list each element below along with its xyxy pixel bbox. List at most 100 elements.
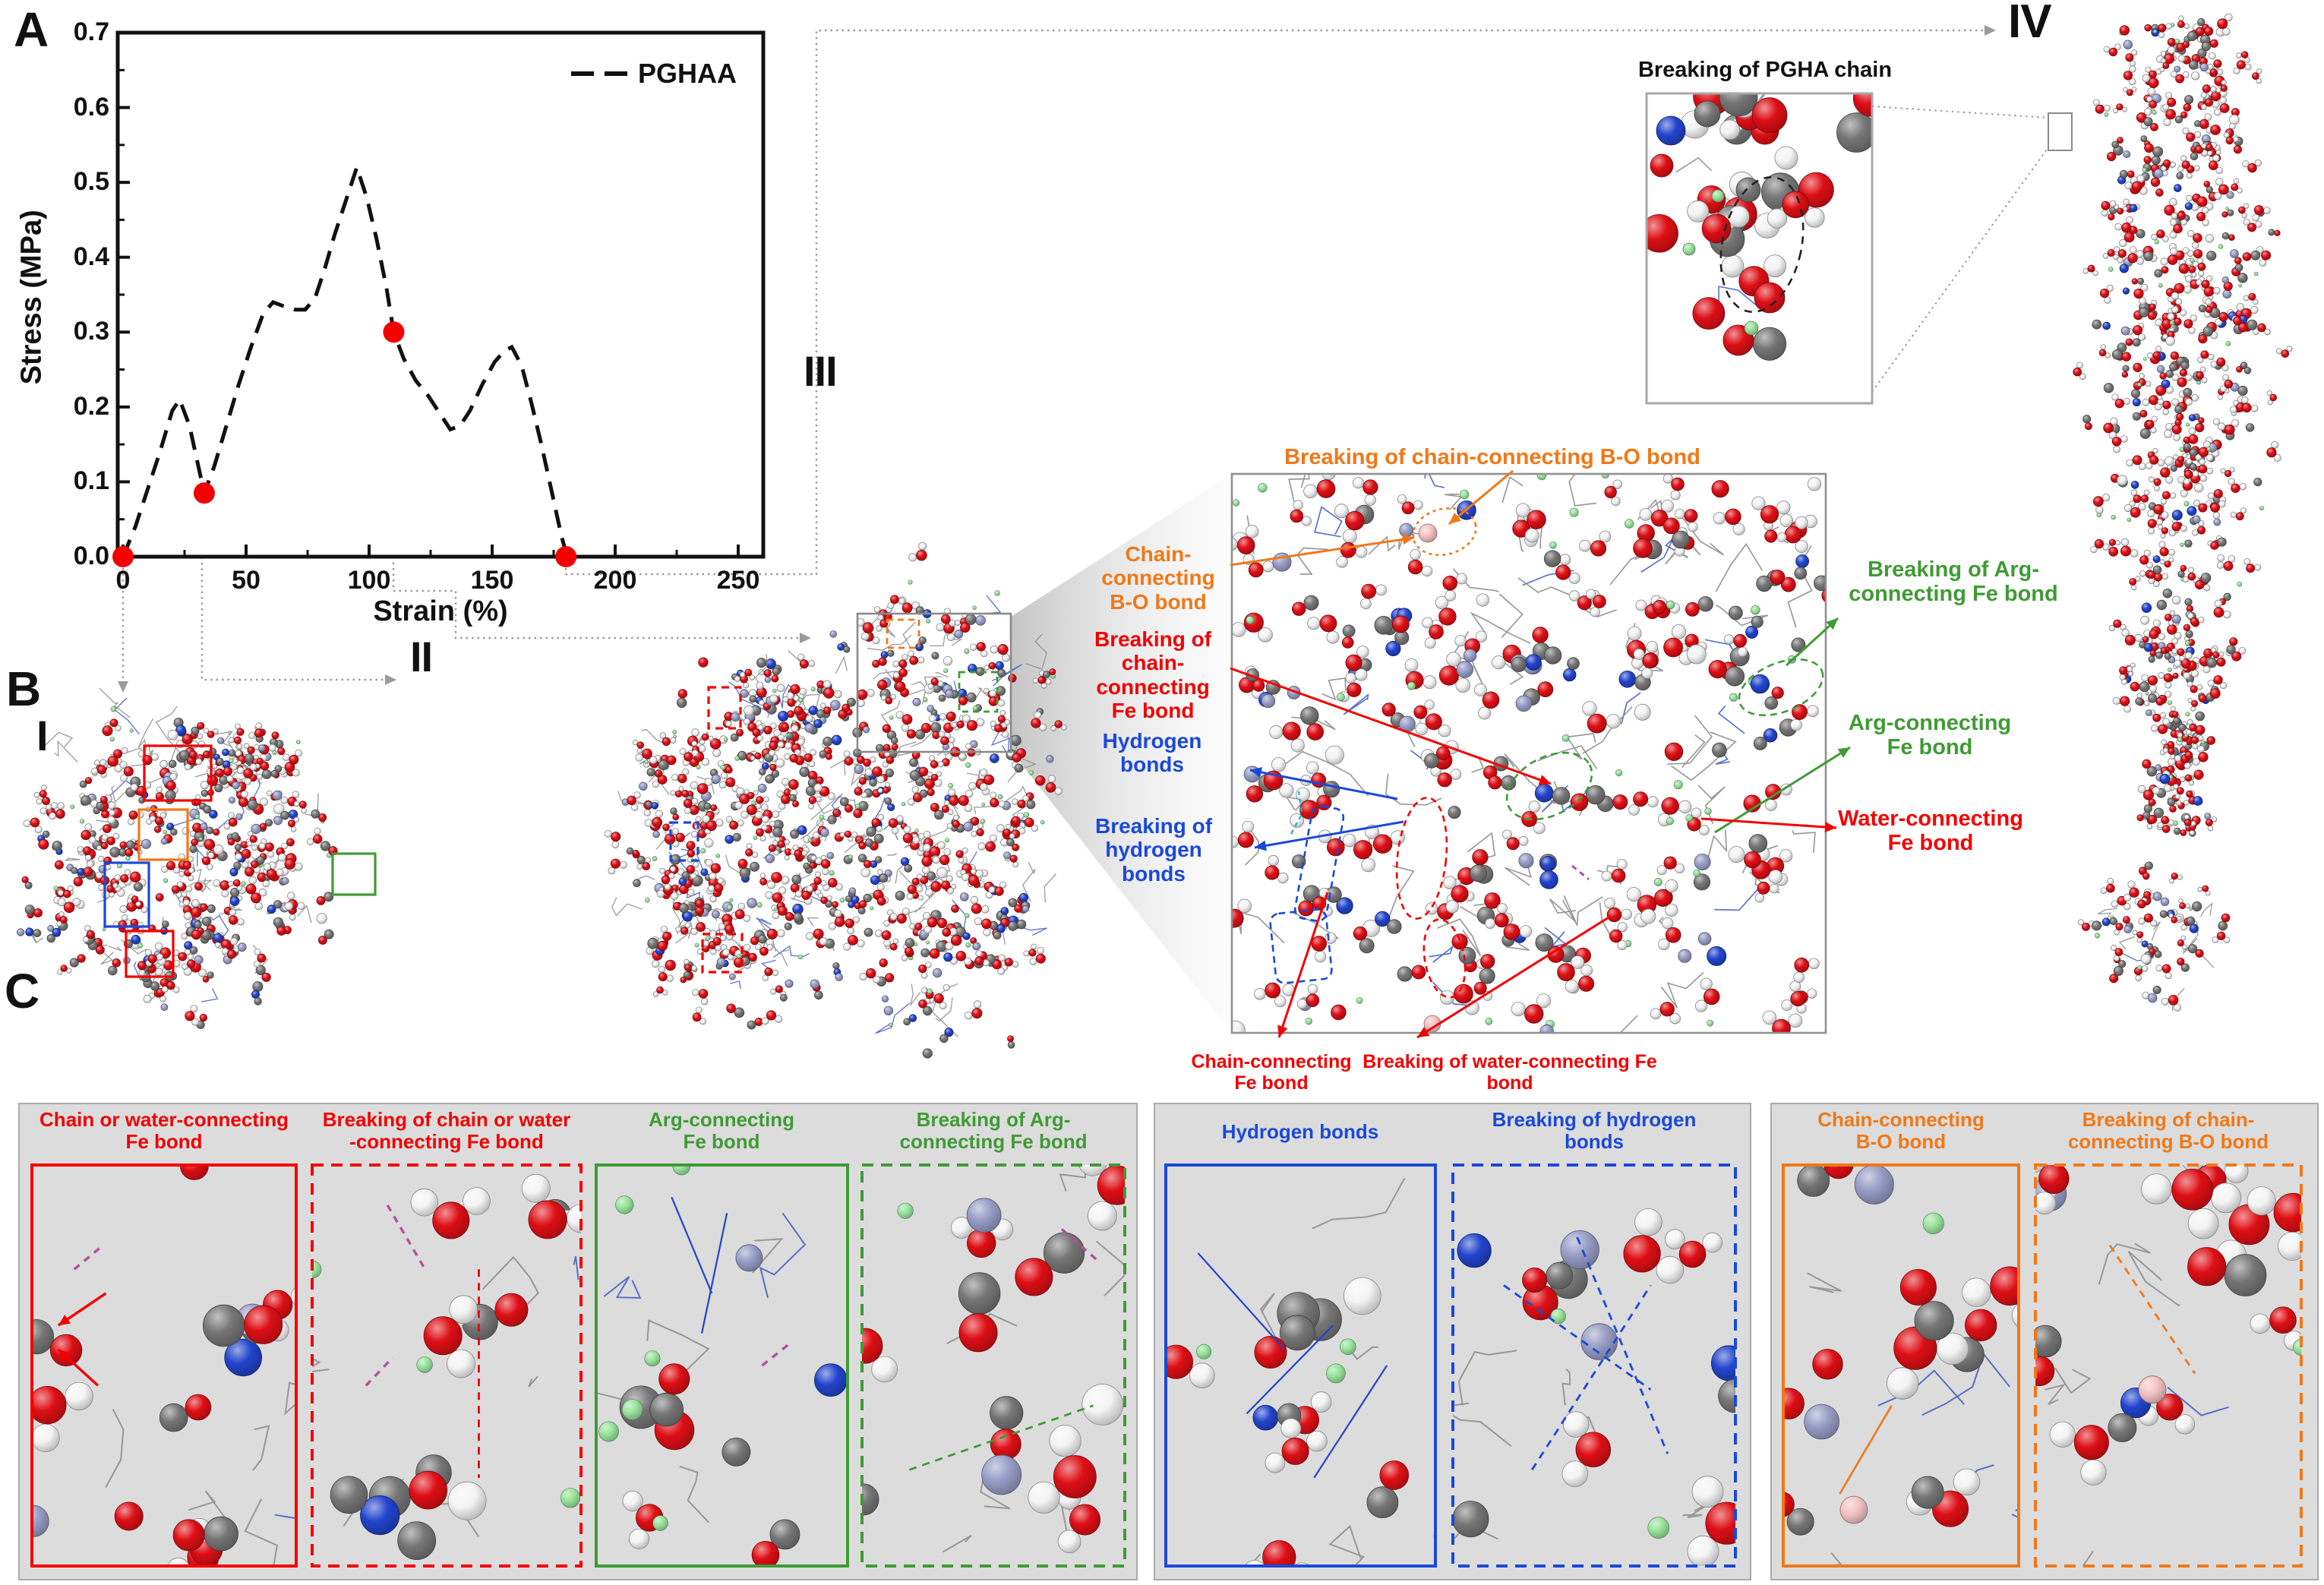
chart-legend: PGHAA (571, 58, 737, 90)
closeup-box-orange-dashed (2034, 1163, 2303, 1568)
inset-title: Breaking of PGHA chain (1637, 58, 1893, 82)
closeup-box-red-solid (30, 1163, 298, 1568)
callout-arrow-blue (1249, 767, 1398, 800)
closeup-scene-2 (596, 1165, 848, 1566)
bond-marker-box-green-dashed (958, 671, 999, 713)
molecular-structure-ii (604, 657, 892, 1030)
callout-arrow-green (1785, 617, 1839, 667)
closeup-accents-4 (1197, 1252, 1388, 1479)
x-tick-label: 200 (593, 566, 637, 595)
bond-marker-box-blue (103, 861, 150, 928)
molecular-structure-iii (800, 541, 1067, 1059)
bond-marker-box-dashed (707, 686, 742, 730)
zoom-panel-annotations (1269, 507, 1824, 1033)
panel-c-label: C (5, 964, 39, 1018)
inset-border (1645, 92, 1874, 405)
y-tick-label: 0.2 (73, 391, 109, 421)
y-tick-label: 0.6 (73, 92, 109, 122)
y-tick-label: 0.5 (73, 167, 109, 197)
zoom-panel-border (1230, 472, 1827, 1034)
closeup-box-green-dashed (860, 1163, 1126, 1568)
x-tick-label: 250 (716, 566, 760, 595)
marked-snapshot-point (112, 546, 134, 567)
closeup-accents-2 (671, 1196, 794, 1367)
x-tick-label: 100 (347, 566, 391, 595)
panel-a-label: A (14, 2, 49, 57)
y-tick-label: 0.3 (73, 317, 109, 346)
closeup-scene-4 (1166, 1165, 1435, 1566)
molecular-structure-iv-fragment (2078, 861, 2231, 1012)
snapshot-numeral-ii: II (410, 633, 433, 680)
callout-breaking-bo-bond: Breaking of chain-connecting B-O bond (1284, 445, 1700, 469)
callout-arrow-red (1277, 892, 1329, 1038)
panelc-label-hydrogen-bonds: Hydrogen bonds (1221, 1120, 1379, 1143)
closeup-accents-0 (57, 1244, 107, 1387)
snapshot-numeral-i: I (36, 712, 49, 759)
panelc-label-breaking-hydrogen-bonds: Breaking of hydrogen bonds (1492, 1108, 1697, 1154)
closeup-scene-7 (2035, 1165, 2301, 1566)
callout-hydrogen-bonds: Hydrogen bonds (1102, 729, 1202, 777)
closeup-accents-6 (1839, 1405, 1893, 1524)
bond-marker-box-red (125, 930, 175, 978)
snapshot-iii-zoom-box (856, 612, 1012, 753)
closeup-box-orange-solid (1782, 1163, 2020, 1568)
panel-b-label: B (6, 661, 41, 716)
snapshot-numeral-iv: IV (2008, 0, 2052, 48)
closeup-accents-1 (365, 1204, 480, 1478)
bond-marker-box-dashed (669, 821, 699, 862)
stress-strain-chart (112, 30, 766, 567)
closeup-accents-7 (2108, 1244, 2196, 1404)
callout-water-fe-bond: Water-connecting Fe bond (1838, 807, 2023, 856)
panelc-label-arg-fe: Arg-connecting Fe bond (648, 1108, 795, 1154)
callout-chain-fe-bond-bottom: Chain-connecting Fe bond (1191, 1051, 1352, 1094)
closeup-box-blue-dashed (1451, 1163, 1737, 1568)
panelc-label-chain-water-fe: Chain or water-connecting Fe bond (39, 1108, 289, 1154)
closeup-box-blue-solid (1164, 1163, 1437, 1568)
panelc-label-breaking-chain-water-fe: Breaking of chain or water -connecting F… (322, 1108, 571, 1154)
x-tick-label: 50 (232, 566, 261, 595)
legend-series-label: PGHAA (638, 58, 737, 89)
y-tick-label: 0.4 (73, 242, 109, 271)
molecular-structure-i-arm (188, 722, 303, 798)
y-tick-label: 0.7 (73, 17, 109, 46)
panelc-label-breaking-chain-bo: Breaking of chain- connecting B-O bond (2067, 1108, 2269, 1154)
callout-breaking-arg-fe-bond: Breaking of Arg- connecting Fe bond (1849, 557, 2058, 607)
marked-snapshot-point (383, 321, 405, 343)
panelc-label-breaking-arg-fe: Breaking of Arg- connecting Fe bond (899, 1108, 1088, 1154)
closeup-box-red-dashed (311, 1163, 583, 1568)
marked-snapshot-point (193, 482, 215, 504)
molecular-structure-iv (2073, 13, 2293, 837)
callout-arrow-red (1700, 817, 1837, 832)
molecular-structure-ii-arm (728, 650, 848, 768)
bond-marker-box-red (143, 744, 213, 802)
y-tick-label: 0.1 (73, 466, 109, 496)
inset-annotations (1650, 100, 1805, 336)
closeup-scene-3 (862, 1165, 1125, 1566)
bond-marker-box-orange-dashed (886, 618, 920, 649)
closeup-accents-5 (1503, 1236, 1669, 1471)
bond-marker-box-dashed (701, 933, 744, 974)
molecular-structure-i (16, 687, 338, 1029)
callout-breaking-water-fe-bond-bottom: Breaking of water-connecting Fe bond (1363, 1051, 1657, 1094)
y-tick-label: 0.0 (73, 541, 109, 570)
closeup-scene-5 (1453, 1165, 1735, 1566)
bond-marker-box-orange (137, 808, 189, 861)
closeup-box-green-solid (595, 1163, 849, 1568)
bond-marker-box-green (331, 852, 377, 896)
snapshot-numeral-iii: III (804, 347, 838, 395)
callout-arrow-green (1714, 746, 1851, 834)
snapshot-iv-zoom-marker-box (2048, 112, 2073, 151)
zoom-panel-scene (1232, 474, 1826, 1033)
callout-breaking-hydrogen-bonds: Breaking of hydrogen bonds (1094, 814, 1213, 886)
panelc-label-chain-bo: Chain-connecting B-O bond (1817, 1108, 1985, 1154)
callout-arg-fe-bond: Arg-connecting Fe bond (1848, 711, 2012, 760)
x-tick-label: 0 (115, 566, 131, 595)
legend-dash-icon (605, 71, 627, 76)
x-axis-label: Strain (%) (373, 595, 508, 627)
y-axis-label: Stress (MPa) (15, 210, 48, 385)
callout-arrow-red (1230, 667, 1552, 785)
closeup-accents-3 (908, 1228, 1100, 1471)
callout-arrow-blue (1254, 820, 1404, 851)
legend-dash-icon (571, 71, 594, 76)
callout-arrow-orange (1448, 469, 1514, 526)
